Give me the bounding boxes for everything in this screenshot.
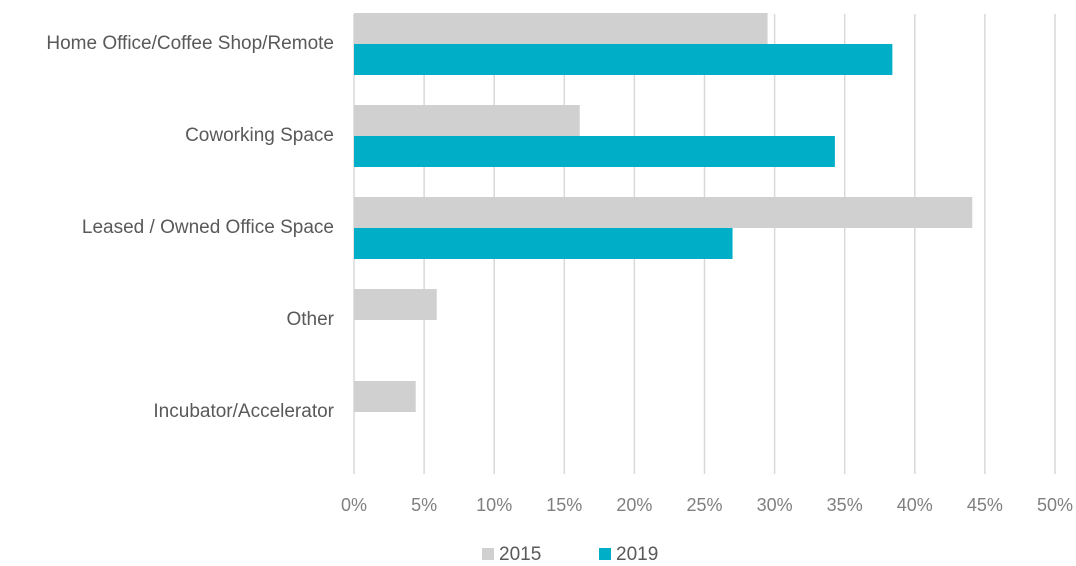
bar-2019 bbox=[354, 136, 835, 167]
x-tick-label: 25% bbox=[686, 495, 722, 515]
x-tick-label: 40% bbox=[897, 495, 933, 515]
x-tick-label: 50% bbox=[1037, 495, 1073, 515]
bar-2015 bbox=[354, 381, 416, 412]
bar-2015 bbox=[354, 13, 768, 44]
category-label: Incubator/Accelerator bbox=[153, 401, 334, 422]
x-tick-label: 20% bbox=[616, 495, 652, 515]
x-tick-label: 0% bbox=[341, 495, 367, 515]
bar-2015 bbox=[354, 289, 437, 320]
x-tick-label: 35% bbox=[827, 495, 863, 515]
category-label: Leased / Owned Office Space bbox=[82, 217, 334, 238]
bar-2019 bbox=[354, 228, 733, 259]
category-labels: Home Office/Coffee Shop/Remote Coworking … bbox=[46, 33, 334, 422]
bars bbox=[354, 13, 973, 412]
x-tick-label: 10% bbox=[476, 495, 512, 515]
x-tick-label: 5% bbox=[411, 495, 437, 515]
x-tick-label: 45% bbox=[967, 495, 1003, 515]
x-tick-label: 15% bbox=[546, 495, 582, 515]
legend-label: 2015 bbox=[499, 544, 541, 565]
category-label: Home Office/Coffee Shop/Remote bbox=[46, 33, 334, 54]
legend-swatch-2015 bbox=[482, 548, 494, 560]
category-label: Coworking Space bbox=[185, 125, 334, 146]
category-label: Other bbox=[286, 309, 334, 330]
legend: 2015 2019 bbox=[482, 544, 658, 565]
bar-2015 bbox=[354, 105, 580, 136]
bar-2015 bbox=[354, 197, 973, 228]
x-tick-label: 30% bbox=[757, 495, 793, 515]
bar-2019 bbox=[354, 44, 893, 75]
legend-swatch-2019 bbox=[599, 548, 611, 560]
x-axis-tick-labels: 0% 5% 10% 15% 20% 25% 30% 35% 40% 45% 50% bbox=[341, 495, 1073, 515]
legend-label: 2019 bbox=[616, 544, 658, 565]
